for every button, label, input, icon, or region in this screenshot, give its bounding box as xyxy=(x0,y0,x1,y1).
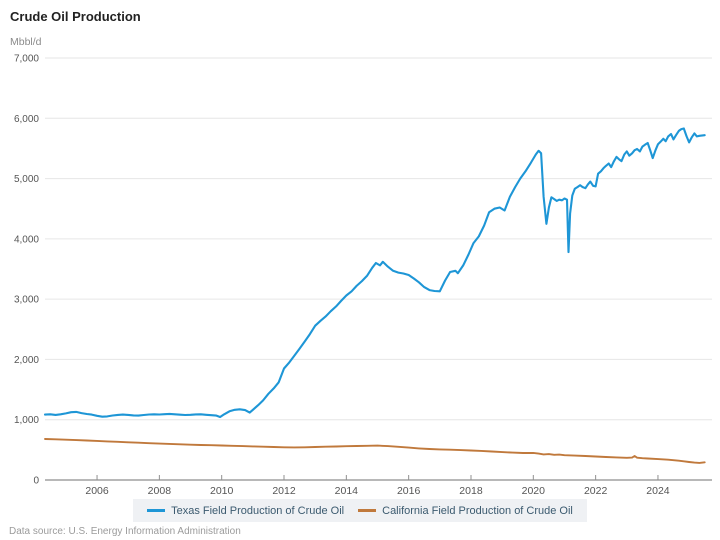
x-tick-label: 2022 xyxy=(584,485,608,497)
y-axis-unit-label: Mbbl/d xyxy=(10,36,42,48)
x-tick-label: 2024 xyxy=(646,485,670,497)
legend-box: Texas Field Production of Crude Oil Cali… xyxy=(133,499,587,522)
y-tick-label: 5,000 xyxy=(14,174,39,185)
y-tick-label: 7,000 xyxy=(14,54,39,65)
california-series-swatch-icon xyxy=(358,509,377,512)
x-tick-label: 2012 xyxy=(272,485,296,497)
series-line-texas xyxy=(43,127,706,419)
texas-series-swatch-icon xyxy=(147,509,166,512)
x-tick-label: 2018 xyxy=(459,485,483,497)
x-tick-label: 2010 xyxy=(210,485,234,497)
data-source-note: Data source: U.S. Energy Information Adm… xyxy=(9,526,241,537)
chart-title: Crude Oil Production xyxy=(10,9,141,24)
y-tick-label: 2,000 xyxy=(14,355,39,366)
legend-item-california[interactable]: California Field Production of Crude Oil xyxy=(358,505,573,517)
y-tick-label: 6,000 xyxy=(14,114,39,125)
legend-label-texas: Texas Field Production of Crude Oil xyxy=(171,504,345,517)
chart-legend: Texas Field Production of Crude Oil Cali… xyxy=(0,499,720,522)
x-tick-label: 2020 xyxy=(522,485,546,497)
legend-item-texas[interactable]: Texas Field Production of Crude Oil xyxy=(147,505,344,517)
y-tick-label: 0 xyxy=(33,476,39,487)
y-tick-label: 1,000 xyxy=(14,415,39,426)
x-tick-label: 2006 xyxy=(85,485,109,497)
y-tick-label: 3,000 xyxy=(14,295,39,306)
legend-label-california: California Field Production of Crude Oil xyxy=(382,504,573,517)
x-tick-label: 2016 xyxy=(397,485,421,497)
x-tick-label: 2014 xyxy=(335,485,359,497)
series-line-california xyxy=(44,438,706,464)
y-tick-label: 4,000 xyxy=(14,234,39,245)
x-tick-label: 2008 xyxy=(148,485,172,497)
